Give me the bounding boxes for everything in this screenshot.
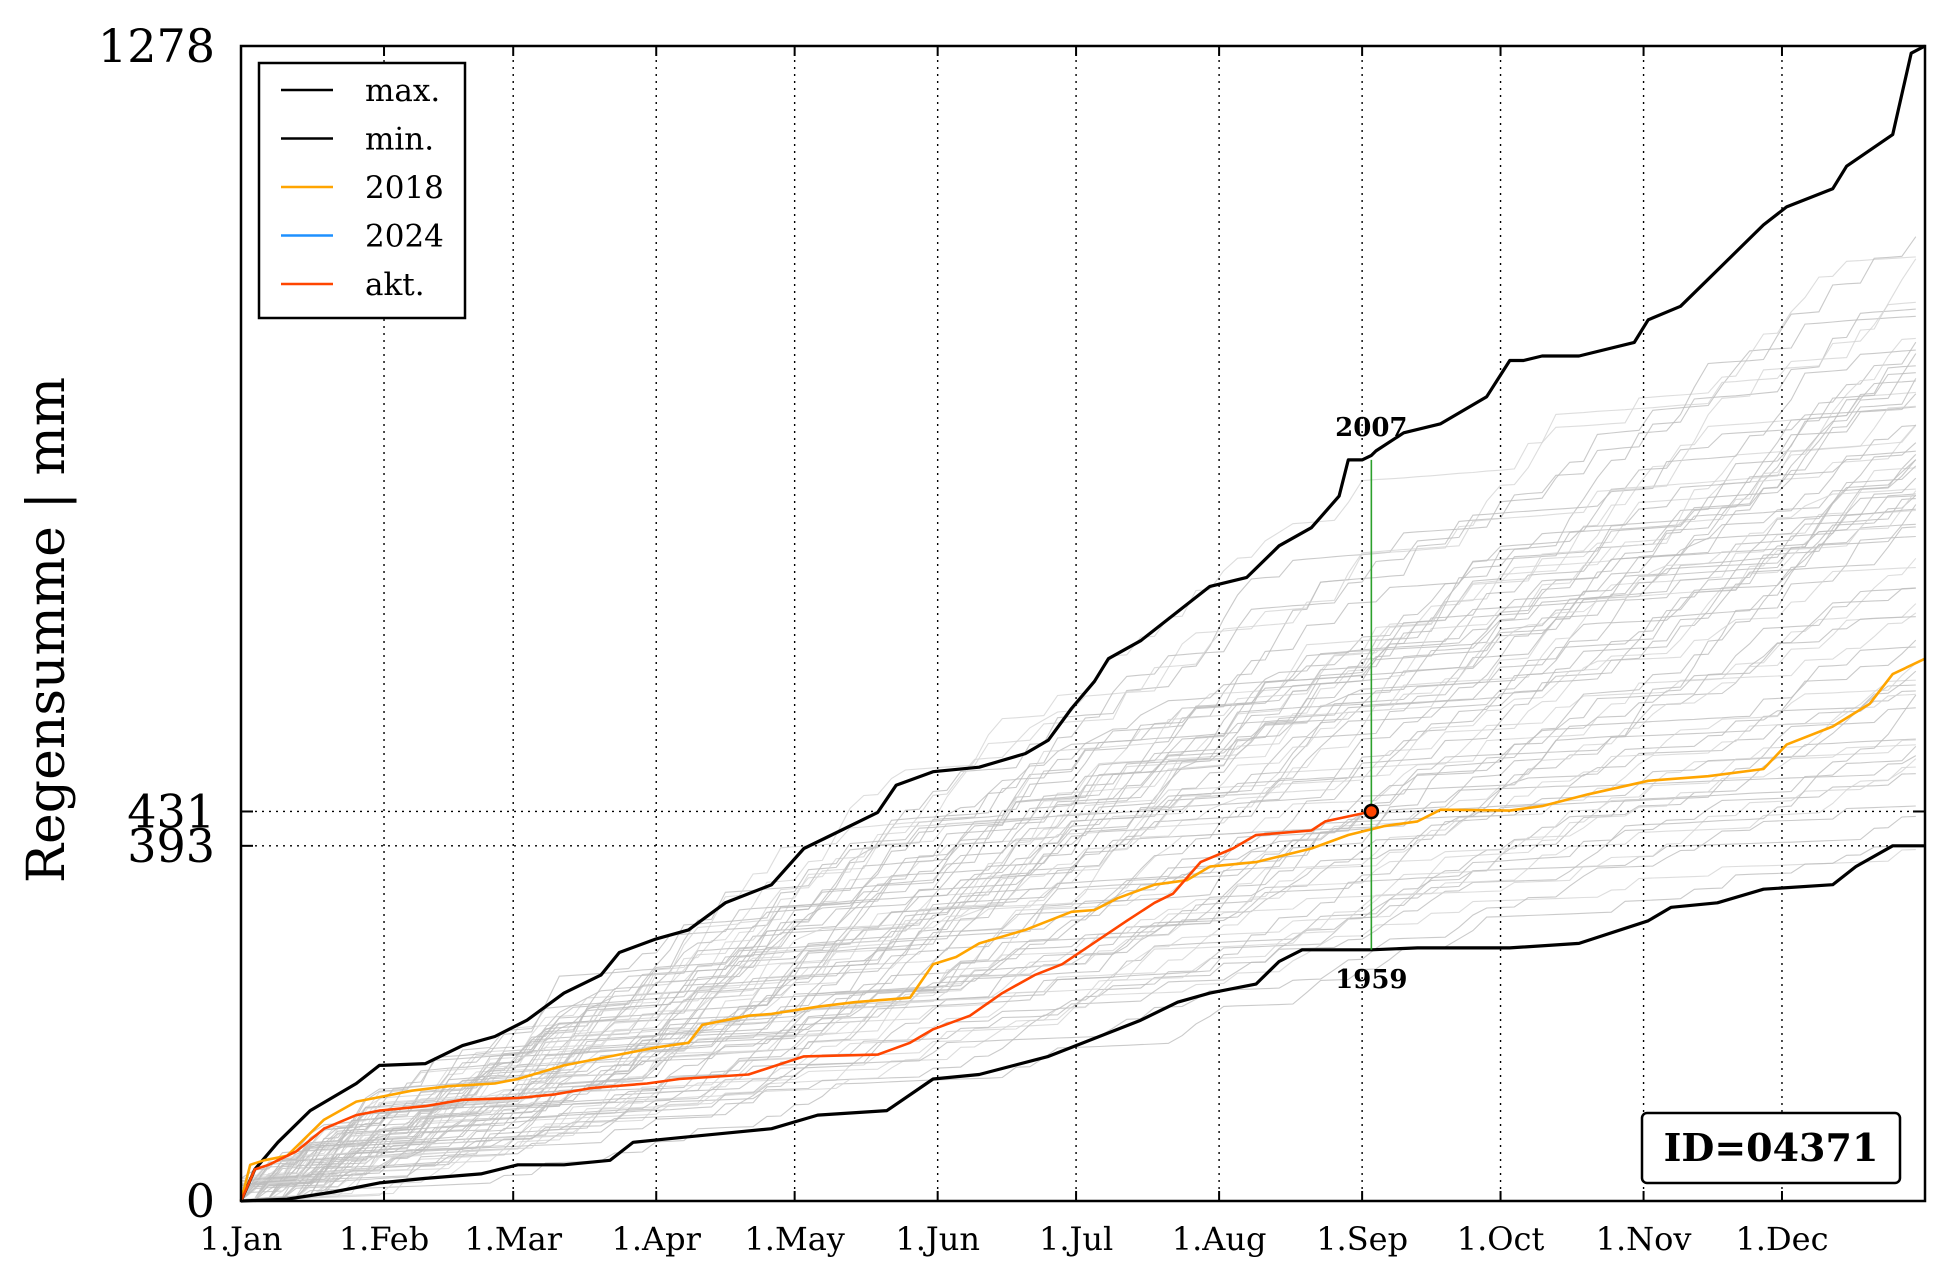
background-year-line (240, 488, 1916, 1201)
x-tick-label: 1.Feb (339, 1220, 429, 1258)
background-year-line (240, 526, 1916, 1201)
background-year-line (240, 744, 1916, 1202)
background-year-line (240, 424, 1917, 1201)
background-year-line (240, 256, 1916, 1201)
background-year-line (240, 353, 1917, 1201)
background-year-line (240, 646, 1916, 1187)
legend-label: akt. (365, 267, 425, 303)
background-year-line (240, 739, 1916, 1201)
background-year-line (240, 477, 1917, 1201)
x-tick-label: 1.Jun (895, 1220, 980, 1258)
x-tick-label: 1.Oct (1457, 1220, 1545, 1258)
series-line-2018 (239, 657, 1926, 1202)
y-axis-label: Regensumme | mm (17, 377, 77, 883)
background-year-line (240, 380, 1916, 1201)
id-box-text: ID=04371 (1664, 1125, 1879, 1170)
annotation-year-label: 2007 (1335, 413, 1407, 443)
background-year-line (240, 258, 1917, 1201)
y-tick-label: 1278 (98, 19, 215, 73)
legend: max. min. 2018 2024 akt. (257, 61, 467, 320)
x-tick-label: 1.Jan (199, 1220, 282, 1258)
background-year-line (240, 504, 1917, 1201)
x-tick-label: 1.Mar (464, 1220, 562, 1258)
background-year-line (240, 493, 1916, 1185)
background-year-line (240, 684, 1916, 1202)
grid (241, 46, 1925, 1201)
x-tick-label: 1.Dec (1735, 1220, 1828, 1258)
background-year-line (240, 372, 1916, 1201)
background-year-line (240, 425, 1917, 1201)
background-year-line (240, 450, 1916, 1201)
background-year-line (240, 567, 1916, 1190)
background-years (240, 236, 1917, 1202)
background-year-line (240, 424, 1916, 1201)
y-tick-label: 393 (127, 819, 215, 873)
background-year-line (240, 616, 1916, 1188)
legend-label: min. (365, 122, 434, 158)
background-year-line (240, 758, 1917, 1201)
series-line-akt (239, 810, 1372, 1202)
background-year-line (240, 639, 1917, 1201)
x-tick-label: 1.Jul (1039, 1220, 1113, 1258)
series-line-max (239, 44, 1926, 1202)
background-year-line (240, 301, 1916, 1201)
series-group (239, 44, 1926, 1203)
id-box: ID=04371 (1640, 1111, 1902, 1185)
background-year-line (240, 707, 1916, 1201)
background-year-line (240, 236, 1917, 1179)
y-tick-label: 0 (186, 1174, 215, 1228)
background-year-line (240, 498, 1916, 1201)
series-line-min (240, 844, 1925, 1203)
x-tick-label: 1.Apr (612, 1220, 702, 1258)
x-tick-label: 1.Sep (1316, 1220, 1408, 1258)
y-tick-label: 431 (127, 784, 215, 838)
background-year-line (240, 509, 1916, 1201)
legend-label: 2024 (365, 219, 444, 255)
legend-box (257, 61, 467, 320)
legend-label: 2018 (365, 170, 444, 206)
background-year-line (240, 308, 1916, 1183)
legend-label: max. (365, 73, 440, 109)
background-year-line (240, 349, 1916, 1187)
background-year-line (240, 465, 1917, 1182)
background-year-line (240, 766, 1916, 1202)
x-tick-label: 1.Nov (1596, 1220, 1692, 1258)
plot-frame (239, 44, 1927, 1203)
annotation-group: 2007 1959 (1335, 413, 1407, 995)
background-year-line (240, 844, 1916, 1202)
annotation-year-label: 1959 (1335, 965, 1407, 995)
background-year-line (240, 405, 1916, 1179)
background-year-line (240, 662, 1917, 1186)
background-year-line (240, 557, 1917, 1201)
background-year-line (240, 459, 1917, 1201)
background-year-line (240, 773, 1916, 1201)
background-year-line (240, 694, 1917, 1201)
x-tick-label: 1.Aug (1172, 1220, 1267, 1258)
background-year-line (240, 523, 1916, 1201)
background-year-line (240, 587, 1916, 1202)
x-tick-label: 1.May (744, 1220, 844, 1258)
current-value-marker (1363, 803, 1380, 820)
background-year-line (240, 805, 1916, 1202)
background-year-line (240, 495, 1916, 1201)
tick-group: 1.Jan 1.Feb 1.Mar 1.Apr 1.May 1.Jun 1.Jul 1.Aug… (98, 19, 1925, 1258)
background-year-line (240, 508, 1916, 1186)
